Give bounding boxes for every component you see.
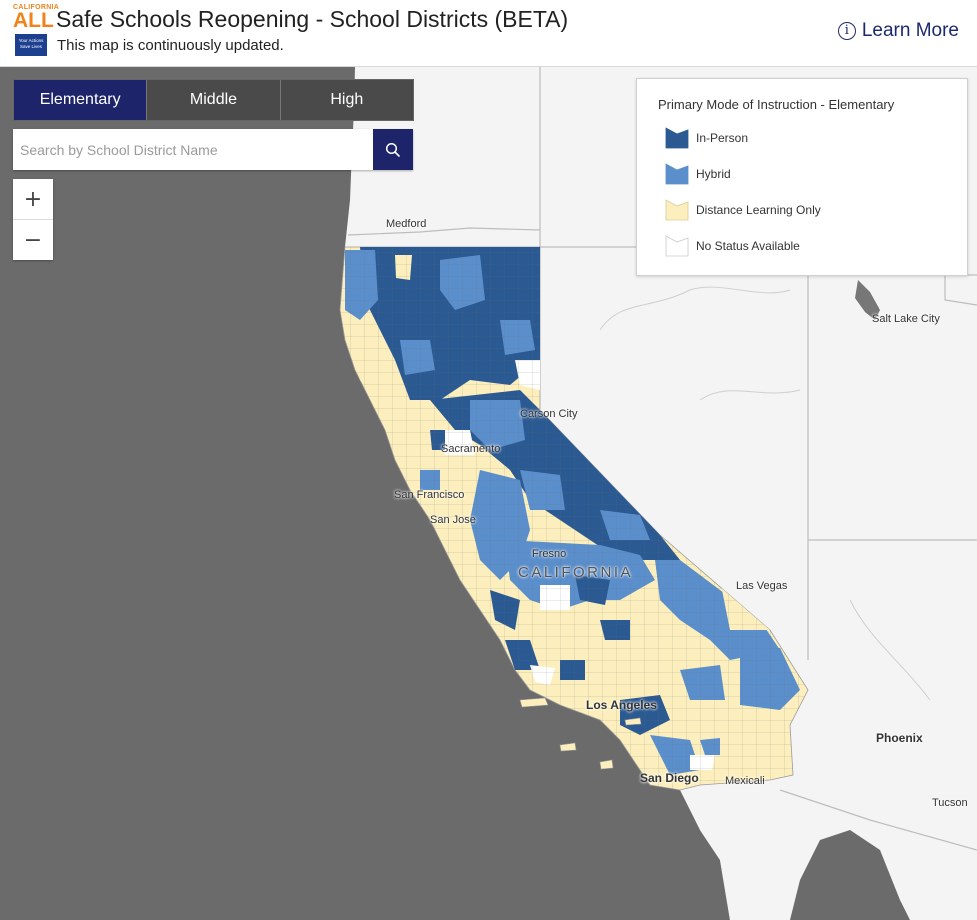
- search-icon: [385, 142, 400, 157]
- zoom-control: + −: [13, 179, 53, 260]
- legend-swatch: [665, 127, 689, 149]
- place-label: Tucson: [932, 797, 968, 809]
- place-label: Medford: [386, 218, 427, 230]
- plus-icon: +: [23, 186, 43, 212]
- place-label: Fresno: [532, 548, 567, 560]
- place-label: San Jose: [430, 514, 476, 526]
- legend-label: No Status Available: [696, 239, 800, 253]
- place-label: San Francisco: [394, 489, 465, 501]
- legend-item-distance-learning: Distance Learning Only: [665, 199, 821, 221]
- legend-item-hybrid: Hybrid: [665, 163, 731, 185]
- place-label: Las Vegas: [736, 580, 788, 592]
- legend-label: Distance Learning Only: [696, 203, 821, 217]
- legend-title: Primary Mode of Instruction - Elementary: [658, 97, 895, 112]
- legend-swatch: [665, 163, 689, 185]
- tab-middle[interactable]: Middle: [147, 80, 281, 120]
- learn-more-link[interactable]: i Learn More: [837, 20, 959, 42]
- place-label: Salt Lake City: [872, 313, 940, 325]
- minus-icon: −: [23, 227, 43, 253]
- search-button[interactable]: [373, 129, 413, 170]
- search-box: [13, 129, 413, 170]
- legend-label: In-Person: [696, 131, 749, 145]
- logo-top-text: CALIFORNIA: [13, 4, 60, 11]
- legend-label: Hybrid: [696, 167, 731, 181]
- page-title: Safe Schools Reopening - School District…: [56, 6, 569, 32]
- place-label: San Diego: [640, 771, 699, 785]
- legend-item-in-person: In-Person: [665, 127, 748, 149]
- great-salt-lake: [855, 280, 880, 320]
- place-label: Phoenix: [876, 731, 923, 745]
- info-icon: i: [837, 22, 856, 40]
- tab-elementary[interactable]: Elementary: [14, 80, 148, 120]
- search-input[interactable]: [13, 129, 373, 170]
- tab-high[interactable]: High: [280, 80, 413, 120]
- state-label: CALIFORNIA: [518, 564, 634, 581]
- legend-panel: Primary Mode of Instruction - Elementary…: [636, 78, 968, 276]
- california-all-logo: CALIFORNIA ALL Your Actions Save Lives: [13, 4, 60, 56]
- gulf-of-california: [790, 830, 910, 920]
- grade-level-tabs: Elementary Middle High: [13, 79, 414, 121]
- zoom-in-button[interactable]: +: [13, 179, 53, 220]
- learn-more-label: Learn More: [861, 20, 959, 41]
- place-label: Mexicali: [725, 775, 765, 787]
- header: CALIFORNIA ALL Your Actions Save Lives S…: [0, 0, 977, 67]
- legend-swatch: [665, 235, 689, 257]
- page-subtitle: This map is continuously updated.: [57, 37, 284, 54]
- logo-box-text: Your Actions Save Lives: [15, 34, 47, 56]
- place-label: Carson City: [520, 408, 578, 420]
- legend-item-no-status: No Status Available: [665, 235, 800, 257]
- channel-islands: [519, 697, 642, 770]
- baja-land: [680, 790, 780, 920]
- logo-main-text: ALL: [13, 9, 54, 32]
- legend-swatch: [665, 199, 689, 221]
- zoom-out-button[interactable]: −: [13, 220, 53, 260]
- place-label: Sacramento: [441, 443, 501, 455]
- place-label: Los Angeles: [586, 698, 657, 712]
